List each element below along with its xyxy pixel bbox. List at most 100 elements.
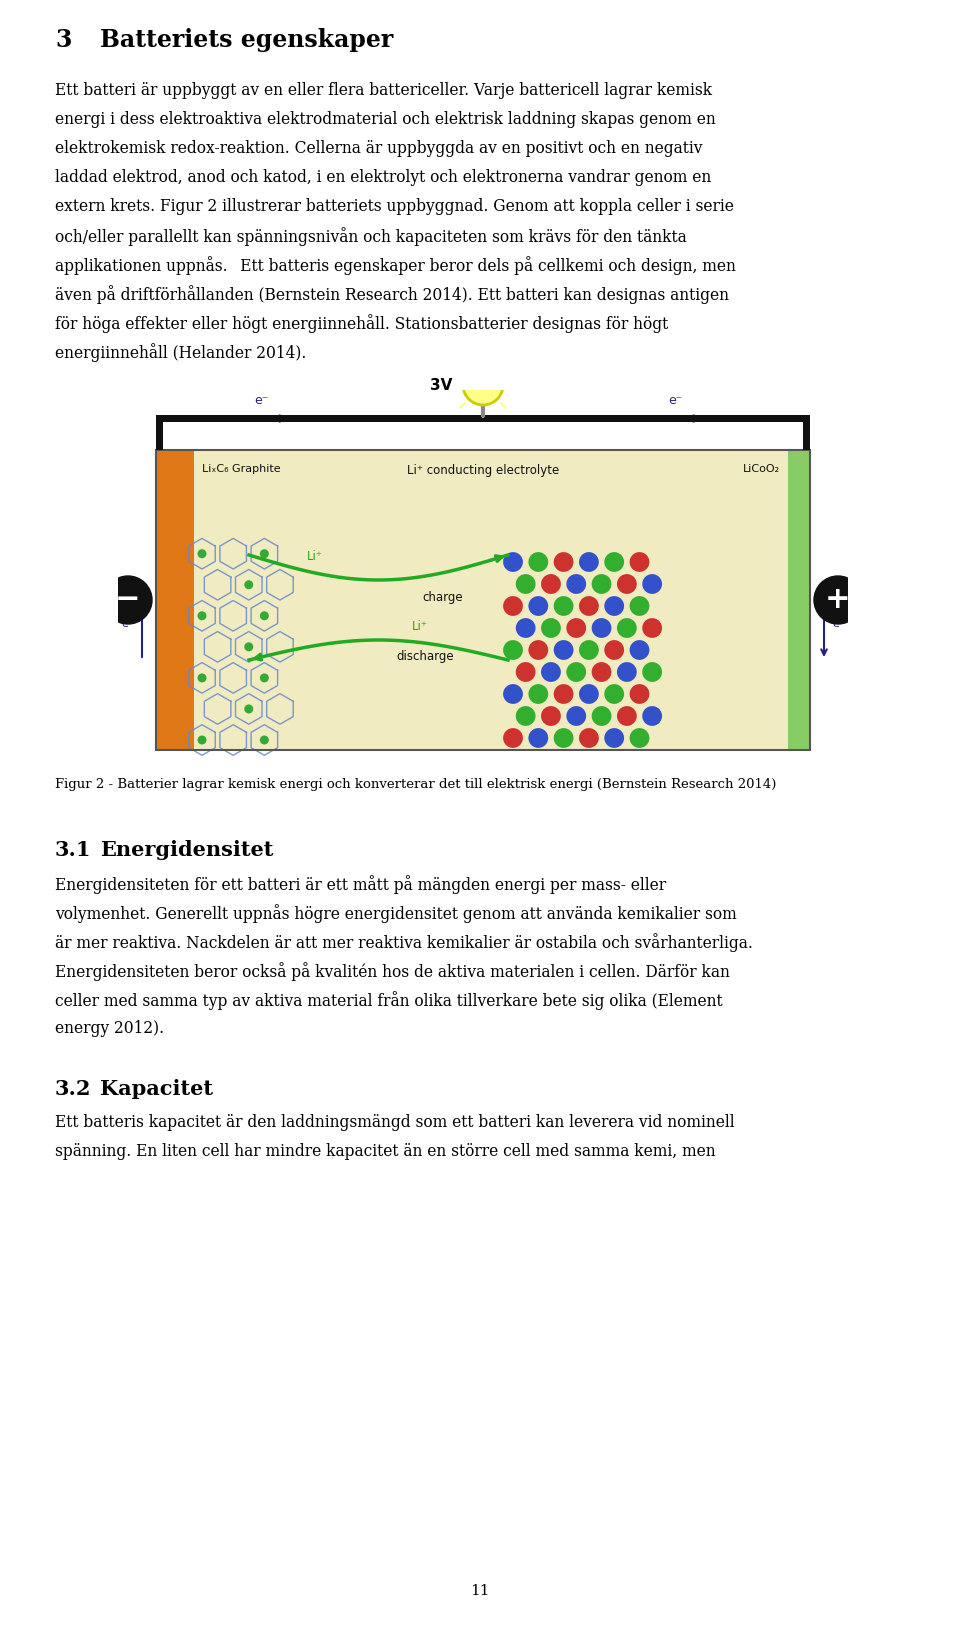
Circle shape bbox=[541, 618, 561, 637]
Text: spänning. En liten cell har mindre kapacitet än en större cell med samma kemi, m: spänning. En liten cell har mindre kapac… bbox=[55, 1143, 715, 1159]
Circle shape bbox=[260, 673, 269, 683]
Circle shape bbox=[630, 641, 649, 660]
Circle shape bbox=[642, 706, 662, 725]
Circle shape bbox=[516, 706, 536, 725]
Text: är mer reaktiva. Nackdelen är att mer reaktiva kemikalier är ostabila och svårha: är mer reaktiva. Nackdelen är att mer re… bbox=[55, 933, 753, 951]
Circle shape bbox=[591, 662, 612, 681]
Circle shape bbox=[604, 728, 624, 748]
Text: och/eller parallellt kan spänningsnivån och kapaciteten som krävs för den tänkta: och/eller parallellt kan spänningsnivån … bbox=[55, 228, 686, 246]
Circle shape bbox=[244, 580, 253, 589]
Text: discharge: discharge bbox=[396, 650, 454, 663]
Text: energiinnehåll (Helander 2014).: energiinnehåll (Helander 2014). bbox=[55, 343, 306, 363]
Circle shape bbox=[528, 728, 548, 748]
Text: e⁻: e⁻ bbox=[668, 393, 683, 406]
Circle shape bbox=[516, 618, 536, 637]
Circle shape bbox=[579, 597, 599, 616]
Circle shape bbox=[617, 618, 636, 637]
Bar bbox=[803, 423, 810, 450]
Circle shape bbox=[244, 704, 253, 714]
Circle shape bbox=[617, 574, 636, 593]
Text: Kapacitet: Kapacitet bbox=[100, 1080, 213, 1099]
Circle shape bbox=[617, 662, 636, 681]
Text: +: + bbox=[826, 585, 851, 615]
Circle shape bbox=[528, 641, 548, 660]
Text: Li⁺: Li⁺ bbox=[307, 550, 323, 563]
Text: extern krets. Figur 2 illustrerar batteriets uppbyggnad. Genom att koppla celler: extern krets. Figur 2 illustrerar batter… bbox=[55, 198, 733, 215]
Text: e⁻: e⁻ bbox=[832, 620, 845, 629]
Text: Li⁺ conducting electrolyte: Li⁺ conducting electrolyte bbox=[407, 463, 559, 476]
Text: charge: charge bbox=[422, 590, 464, 603]
Circle shape bbox=[604, 553, 624, 572]
Circle shape bbox=[566, 662, 587, 681]
Circle shape bbox=[554, 728, 573, 748]
Text: även på driftförhållanden (Bernstein Research 2014). Ett batteri kan designas an: även på driftförhållanden (Bernstein Res… bbox=[55, 285, 729, 304]
Text: Ett batteri är uppbyggt av en eller flera battericeller. Varje battericell lagra: Ett batteri är uppbyggt av en eller fler… bbox=[55, 81, 712, 99]
Circle shape bbox=[604, 641, 624, 660]
Text: Energidensiteten beror också på kvalitén hos de aktiva materialen i cellen. Därf: Energidensiteten beror också på kvalitén… bbox=[55, 963, 730, 980]
Circle shape bbox=[503, 641, 523, 660]
Circle shape bbox=[503, 553, 523, 572]
Circle shape bbox=[260, 550, 269, 558]
Circle shape bbox=[198, 611, 206, 620]
Circle shape bbox=[566, 574, 587, 593]
Circle shape bbox=[630, 597, 649, 616]
Circle shape bbox=[617, 706, 636, 725]
Text: energi i dess elektroaktiva elektrodmaterial och elektrisk laddning skapas genom: energi i dess elektroaktiva elektrodmate… bbox=[55, 111, 716, 128]
Circle shape bbox=[642, 662, 662, 681]
Circle shape bbox=[528, 597, 548, 616]
Text: 11: 11 bbox=[470, 1584, 490, 1598]
Circle shape bbox=[642, 574, 662, 593]
Circle shape bbox=[503, 728, 523, 748]
Circle shape bbox=[579, 553, 599, 572]
Circle shape bbox=[541, 706, 561, 725]
Text: e⁻: e⁻ bbox=[253, 393, 268, 406]
Circle shape bbox=[528, 553, 548, 572]
Circle shape bbox=[566, 618, 587, 637]
Circle shape bbox=[260, 735, 269, 745]
Text: −: − bbox=[115, 585, 141, 615]
Bar bbox=[156, 415, 810, 423]
Text: laddad elektrod, anod och katod, i en elektrolyt och elektronerna vandrar genom : laddad elektrod, anod och katod, i en el… bbox=[55, 169, 711, 185]
Text: elektrokemisk redox-reaktion. Cellerna är uppbyggda av en positivt och en negati: elektrokemisk redox-reaktion. Cellerna ä… bbox=[55, 140, 703, 158]
Text: för höga effekter eller högt energiinnehåll. Stationsbatterier designas för högt: för höga effekter eller högt energiinneh… bbox=[55, 314, 668, 333]
Circle shape bbox=[579, 641, 599, 660]
Circle shape bbox=[516, 662, 536, 681]
Circle shape bbox=[503, 597, 523, 616]
Circle shape bbox=[604, 685, 624, 704]
Text: Figur 2 - Batterier lagrar kemisk energi och konverterar det till elektrisk ener: Figur 2 - Batterier lagrar kemisk energi… bbox=[55, 777, 777, 790]
Circle shape bbox=[554, 553, 573, 572]
Circle shape bbox=[630, 553, 649, 572]
Text: Li⁺: Li⁺ bbox=[412, 620, 428, 633]
Circle shape bbox=[198, 673, 206, 683]
Circle shape bbox=[554, 597, 573, 616]
Text: applikationen uppnås.  Ett batteris egenskaper beror dels på cellkemi och design: applikationen uppnås. Ett batteris egens… bbox=[55, 255, 736, 275]
Circle shape bbox=[579, 728, 599, 748]
Text: Energidensiteten för ett batteri är ett mått på mängden energi per mass- eller: Energidensiteten för ett batteri är ett … bbox=[55, 875, 666, 894]
Circle shape bbox=[260, 611, 269, 620]
Bar bbox=[788, 450, 810, 750]
Circle shape bbox=[503, 685, 523, 704]
Text: 3: 3 bbox=[55, 28, 71, 52]
Text: 3V: 3V bbox=[430, 377, 452, 392]
Circle shape bbox=[198, 735, 206, 745]
Circle shape bbox=[541, 574, 561, 593]
Text: 3.2: 3.2 bbox=[55, 1080, 91, 1099]
Text: Ett batteris kapacitet är den laddningsmängd som ett batteri kan leverera vid no: Ett batteris kapacitet är den laddningsm… bbox=[55, 1114, 734, 1132]
Circle shape bbox=[604, 597, 624, 616]
Circle shape bbox=[198, 550, 206, 558]
Circle shape bbox=[104, 576, 152, 624]
Circle shape bbox=[579, 685, 599, 704]
Circle shape bbox=[554, 641, 573, 660]
Text: Energidensitet: Energidensitet bbox=[100, 841, 274, 860]
Bar bbox=[156, 423, 163, 450]
Circle shape bbox=[516, 574, 536, 593]
Circle shape bbox=[566, 706, 587, 725]
Text: volymenhet. Generellt uppnås högre energidensitet genom att använda kemikalier s: volymenhet. Generellt uppnås högre energ… bbox=[55, 904, 736, 924]
Circle shape bbox=[528, 685, 548, 704]
Circle shape bbox=[541, 662, 561, 681]
Circle shape bbox=[244, 642, 253, 652]
Bar bbox=[156, 450, 810, 750]
Text: 3.1: 3.1 bbox=[55, 841, 91, 860]
Circle shape bbox=[463, 364, 503, 405]
Text: energy 2012).: energy 2012). bbox=[55, 1020, 164, 1037]
